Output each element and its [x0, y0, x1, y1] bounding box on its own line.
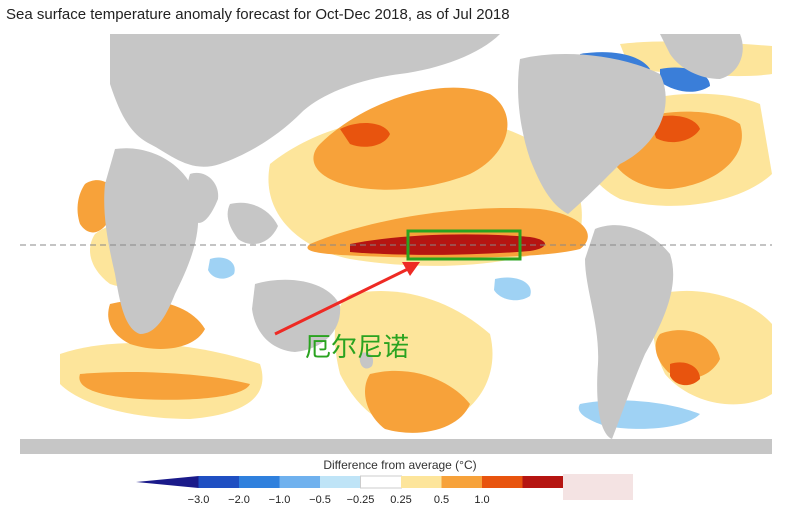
legend-tick-label: −3.0 [187, 494, 210, 506]
legend-swatch [360, 475, 402, 489]
south-america-land [585, 225, 674, 439]
cool-east-pacific [494, 277, 531, 301]
legend-swatch [279, 476, 321, 488]
legend-swatch [482, 476, 523, 488]
legend-tick-label: −1.0 [268, 494, 291, 506]
map-title: Sea surface temperature anomaly forecast… [6, 6, 510, 23]
legend-swatch [401, 476, 442, 488]
mid-warm-south-pacific [365, 370, 470, 433]
legend-tick-label: 0.5 [433, 494, 450, 506]
el-nino-highlight-box [406, 229, 522, 261]
greenland-land [660, 34, 743, 79]
legend-swatches [136, 474, 633, 500]
el-nino-label: 厄尔尼诺 [305, 333, 409, 363]
legend-swatch [239, 476, 280, 488]
mid-warm-southern-band [79, 372, 250, 400]
mid-warm-anomaly-layer [77, 87, 742, 433]
africa-land [104, 148, 199, 334]
cool-indian-ocean [208, 257, 235, 279]
legend-swatch [198, 476, 240, 488]
annotation-arrow-head [402, 262, 420, 276]
annotation-arrow [274, 265, 413, 336]
legend-title: Difference from average (°C) [323, 458, 477, 472]
mid-warm-north-pacific [313, 87, 508, 190]
antarctica-land [20, 439, 772, 454]
north-america-land [518, 54, 666, 214]
new-zealand-land [359, 352, 374, 369]
strong-warm-gulf-alaska [340, 122, 390, 147]
strong-warm-north-atlantic [650, 115, 700, 143]
legend-obscured-end [563, 474, 633, 500]
legend-swatch [441, 476, 483, 488]
india-land [187, 172, 219, 223]
legend-tick-label: −0.5 [309, 494, 331, 506]
legend-tick-label: 1.0 [474, 494, 490, 506]
color-legend-bar [136, 474, 633, 500]
southeast-asia-land [227, 202, 278, 245]
strong-warm-anomaly-layer [340, 115, 700, 386]
land-layer [20, 34, 772, 454]
strong-warm-south-atlantic [670, 362, 700, 386]
legend-tick-label: 0.25 [390, 494, 412, 506]
legend-tick-label: −0.25 [346, 494, 375, 506]
sst-anomaly-map: 厄尔尼诺 [20, 34, 772, 454]
strong-warm-niño-band [350, 234, 545, 255]
europe-asia-land [110, 34, 500, 167]
legend-swatch [522, 476, 564, 488]
legend-swatch [320, 476, 361, 488]
australia-land [252, 279, 341, 352]
legend-tick-label: −2.0 [228, 494, 250, 506]
legend-swatch [136, 476, 199, 488]
